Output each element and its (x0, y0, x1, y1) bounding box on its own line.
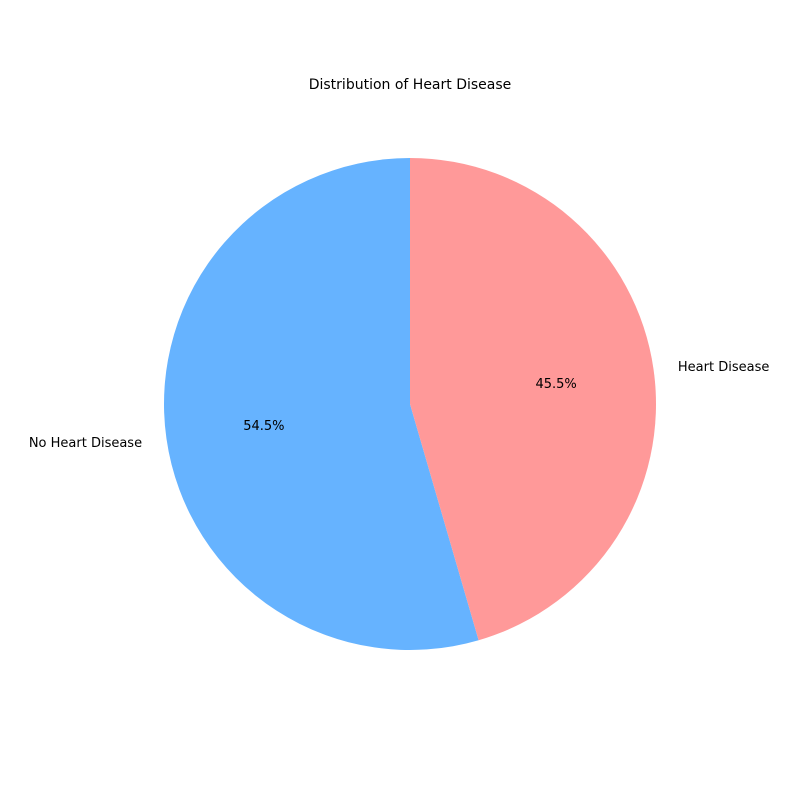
pie-slice-no-heart-disease (163, 158, 479, 650)
pie-labels: No Heart Disease 54.5% Heart Disease 45.5% (29, 360, 770, 451)
percent-label: 45.5% (535, 377, 576, 392)
chart-title: Distribution of Heart Disease (309, 77, 512, 93)
slice-label: No Heart Disease (29, 436, 142, 451)
pie-slices (163, 158, 656, 650)
percent-label: 54.5% (243, 419, 284, 434)
slice-label: Heart Disease (678, 360, 769, 375)
pie-slice-heart-disease (410, 158, 656, 641)
